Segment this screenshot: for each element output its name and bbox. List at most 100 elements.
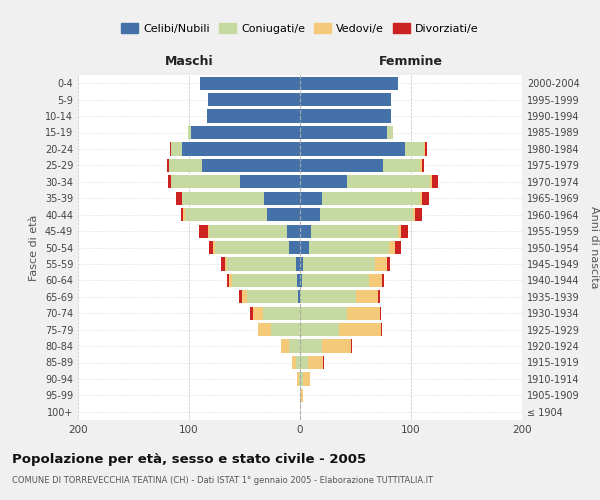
Bar	[382, 274, 385, 287]
Bar	[281, 340, 289, 352]
Bar	[167, 159, 169, 172]
Bar	[227, 274, 229, 287]
Bar	[323, 356, 325, 369]
Bar	[266, 208, 300, 221]
Bar	[300, 159, 383, 172]
Bar	[376, 258, 386, 270]
Bar	[188, 126, 191, 139]
Bar	[182, 192, 265, 205]
Bar	[322, 340, 351, 352]
Bar	[247, 290, 298, 304]
Bar	[221, 258, 224, 270]
Bar	[289, 340, 300, 352]
Bar	[253, 306, 263, 320]
Text: Maschi: Maschi	[164, 55, 214, 68]
Bar	[292, 356, 296, 369]
Bar	[207, 110, 300, 122]
Bar	[215, 241, 289, 254]
Legend: Celibi/Nubili, Coniugati/e, Vedovi/e, Divorziati/e: Celibi/Nubili, Coniugati/e, Vedovi/e, Di…	[117, 18, 483, 38]
Bar	[381, 323, 382, 336]
Bar	[250, 306, 253, 320]
Bar	[422, 159, 424, 172]
Y-axis label: Fasce di età: Fasce di età	[29, 214, 39, 280]
Bar	[169, 159, 202, 172]
Bar	[389, 241, 395, 254]
Bar	[300, 356, 308, 369]
Bar	[430, 175, 432, 188]
Bar	[296, 356, 300, 369]
Bar	[296, 258, 300, 270]
Bar	[300, 372, 304, 386]
Bar	[301, 389, 304, 402]
Bar	[300, 208, 320, 221]
Bar	[227, 258, 296, 270]
Bar	[369, 274, 382, 287]
Bar	[263, 306, 300, 320]
Bar	[296, 372, 299, 386]
Bar	[168, 175, 171, 188]
Bar	[300, 258, 304, 270]
Bar	[378, 290, 380, 304]
Bar	[184, 208, 185, 221]
Bar	[420, 192, 422, 205]
Bar	[351, 340, 352, 352]
Bar	[386, 258, 390, 270]
Bar	[347, 306, 380, 320]
Bar	[224, 258, 227, 270]
Bar	[242, 290, 247, 304]
Bar	[300, 323, 339, 336]
Bar	[208, 224, 209, 237]
Bar	[265, 192, 300, 205]
Bar	[401, 224, 407, 237]
Text: Femmine: Femmine	[379, 55, 443, 68]
Bar	[208, 93, 300, 106]
Bar	[395, 241, 401, 254]
Bar	[300, 224, 311, 237]
Bar	[308, 356, 323, 369]
Bar	[199, 224, 208, 237]
Bar	[229, 274, 232, 287]
Bar	[240, 175, 300, 188]
Bar	[415, 208, 422, 221]
Bar	[300, 126, 386, 139]
Bar	[296, 274, 300, 287]
Bar	[289, 241, 300, 254]
Bar	[406, 142, 424, 156]
Bar	[170, 142, 171, 156]
Bar	[232, 274, 296, 287]
Bar	[309, 241, 389, 254]
Bar	[300, 142, 406, 156]
Bar	[176, 192, 182, 205]
Bar	[425, 142, 427, 156]
Text: COMUNE DI TORREVECCHIA TEATINA (CH) - Dati ISTAT 1° gennaio 2005 - Elaborazione : COMUNE DI TORREVECCHIA TEATINA (CH) - Da…	[12, 476, 433, 485]
Bar	[202, 159, 300, 172]
Bar	[209, 241, 214, 254]
Bar	[300, 93, 391, 106]
Bar	[304, 372, 310, 386]
Bar	[322, 192, 420, 205]
Bar	[302, 274, 369, 287]
Bar	[258, 323, 271, 336]
Bar	[181, 208, 184, 221]
Bar	[300, 241, 309, 254]
Bar	[383, 159, 420, 172]
Bar	[300, 274, 302, 287]
Bar	[300, 175, 347, 188]
Bar	[185, 208, 266, 221]
Bar	[432, 175, 437, 188]
Bar	[287, 224, 300, 237]
Bar	[300, 192, 322, 205]
Bar	[300, 76, 398, 90]
Bar	[298, 290, 300, 304]
Bar	[200, 76, 300, 90]
Bar	[339, 323, 381, 336]
Bar	[311, 224, 398, 237]
Bar	[320, 208, 413, 221]
Bar	[182, 142, 300, 156]
Bar	[398, 224, 401, 237]
Bar	[420, 159, 422, 172]
Bar	[300, 290, 355, 304]
Bar	[209, 224, 287, 237]
Bar	[300, 306, 347, 320]
Bar	[347, 175, 430, 188]
